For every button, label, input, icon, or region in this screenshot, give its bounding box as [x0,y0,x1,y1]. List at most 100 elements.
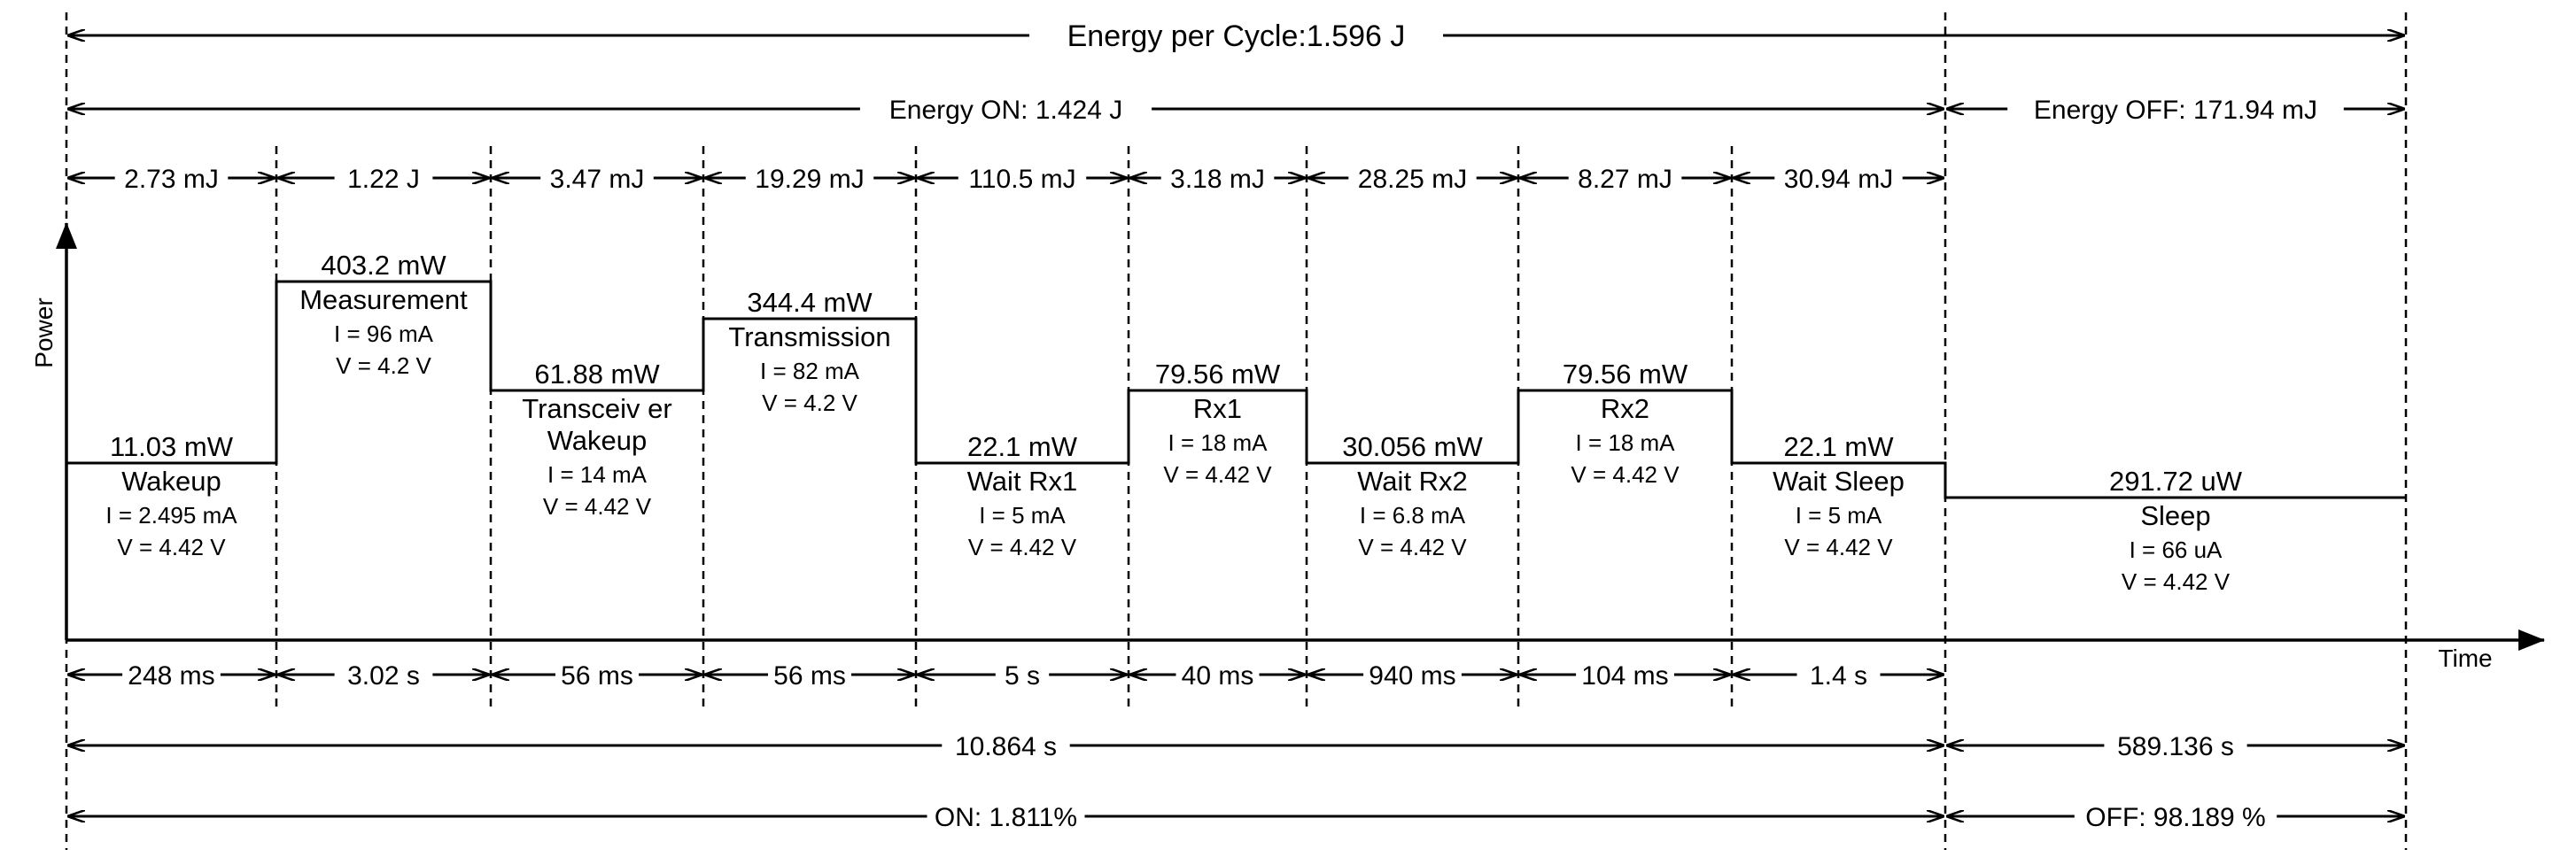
phase-energy-label-bg [1568,161,1682,195]
phase-power: 22.1 mW [967,431,1078,462]
phase-duration-label-bg [768,658,851,691]
phase-current: I = 66 uA [2130,537,2223,563]
phase-energy-label: 28.25 mJ [1358,165,1467,194]
phase-current: I = 18 mA [1168,429,1269,456]
dimension-arrows [68,16,2404,833]
phase-voltage: V = 4.42 V [968,534,1077,560]
phase-duration-label: 248 ms [128,661,214,691]
phase-name: Measurement [299,284,468,315]
phase-voltage: V = 4.42 V [117,534,226,560]
phase-energy-label: 1.22 J [347,165,420,194]
phase-power: 79.56 mW [1563,359,1688,390]
phase-energy-label-bg [745,161,874,195]
phase-current: I = 14 mA [547,461,648,488]
phase-name: Wakeup [121,466,221,497]
phase-voltage: V = 4.42 V [1571,461,1680,488]
phase-current: I = 96 mA [334,320,434,347]
phase-energy-label-bg [958,161,1087,195]
energy-per-cycle-label-bg [1029,16,1443,55]
axes [56,222,2545,651]
phase-duration-label-bg [1576,658,1674,691]
time-on-total-label-bg [942,729,1070,762]
phase-duration-label: 56 ms [561,661,633,691]
power-waveform [66,280,2406,499]
energy-on-label-bg [859,92,1152,126]
phase-current: I = 82 mA [760,358,860,384]
time-on-total-label: 10.864 s [955,732,1057,761]
phase-voltage: V = 4.42 V [1163,461,1272,488]
phase-duration-label: 104 ms [1581,661,1668,691]
phase-duration-label-bg [555,658,639,691]
phase-power: 291.72 uW [2109,466,2243,497]
phase-duration-label: 1.4 s [1810,661,1867,691]
phase-energy-label: 3.18 mJ [1170,165,1265,194]
phase-power: 79.56 mW [1155,359,1281,390]
phase-voltage: V = 4.42 V [1358,534,1467,560]
x-axis-label: Time [2438,645,2492,672]
phase-voltage: V = 4.2 V [762,390,857,416]
phase-name: Rx1 [1193,393,1242,424]
duty-on-label: ON: 1.811% [935,803,1077,832]
duty-off-label-bg [2074,799,2277,833]
duty-off-label: OFF: 98.189 % [2085,803,2265,832]
phase-name: Wait Rx1 [967,466,1078,497]
phase-energy-label: 30.94 mJ [1784,165,1893,194]
phase-power: 344.4 mW [747,287,873,318]
phase-duration-label-bg [1796,658,1881,691]
phase-current: I = 5 mA [1796,502,1882,529]
phase-name-2: Wakeup [547,425,648,456]
labels: Energy per Cycle:1.596 J Energy ON: 1.424… [30,19,2493,832]
phase-duration-label-bg [334,658,433,691]
phase-energy-label-bg [540,161,654,195]
phase-current: I = 6.8 mA [1360,502,1466,529]
phase-power: 11.03 mW [110,431,234,462]
phase-energy-label: 110.5 mJ [968,165,1075,194]
phase-boundary-lines [65,12,2408,850]
phase-power: 22.1 mW [1783,431,1894,462]
time-off-total-label: 589.136 s [2117,732,2234,761]
y-axis-label: Power [30,297,58,367]
phase-duration-label: 940 ms [1369,661,1455,691]
phase-name: Transmission [728,321,890,352]
phase-current: I = 18 mA [1576,429,1676,456]
phase-energy-label-bg [334,161,433,195]
phase-energy-label: 8.27 mJ [1578,165,1672,194]
phase-voltage: V = 4.42 V [543,493,652,520]
phase-voltage: V = 4.2 V [336,352,431,379]
phase-name: Transceiv er [522,393,671,424]
phase-energy-label: 3.47 mJ [550,165,645,194]
phase-current: I = 2.495 mA [105,502,237,529]
phase-name: Rx2 [1601,393,1649,424]
phase-energy-label-bg [114,161,229,195]
energy-on-label: Energy ON: 1.424 J [889,96,1122,125]
phase-name: Sleep [2140,500,2210,531]
phase-voltage: V = 4.42 V [1784,534,1893,560]
phase-duration-label-bg [1363,658,1462,691]
phase-voltage: V = 4.42 V [2122,568,2231,595]
phase-energy-label-bg [1348,161,1477,195]
phase-duration-label: 5 s [1005,661,1040,691]
phase-duration-label: 40 ms [1182,661,1254,691]
phase-name: Wait Sleep [1773,466,1905,497]
phase-power: 30.056 mW [1342,431,1483,462]
duty-on-label-bg [927,799,1085,833]
phase-duration-label-bg [122,658,221,691]
phase-energy-label-bg [1160,161,1275,195]
phase-duration-label: 56 ms [773,661,846,691]
phase-power: 403.2 mW [321,250,446,281]
phase-energy-label: 19.29 mJ [755,165,864,194]
energy-off-label-bg [2007,92,2344,126]
phase-duration-label-bg [995,658,1050,691]
phase-energy-label: 2.73 mJ [124,165,219,194]
phase-duration-label: 3.02 s [347,661,420,691]
power-step-line [66,280,2406,499]
phase-power: 61.88 mW [534,359,660,390]
time-off-total-label-bg [2104,729,2247,762]
phase-energy-label-bg [1774,161,1903,195]
phase-name: Wait Rx2 [1357,466,1468,497]
phase-current: I = 5 mA [979,502,1066,529]
energy-per-cycle-label: Energy per Cycle:1.596 J [1067,19,1406,53]
phase-duration-label-bg [1175,658,1260,691]
energy-off-label: Energy OFF: 171.94 mJ [2034,96,2317,125]
